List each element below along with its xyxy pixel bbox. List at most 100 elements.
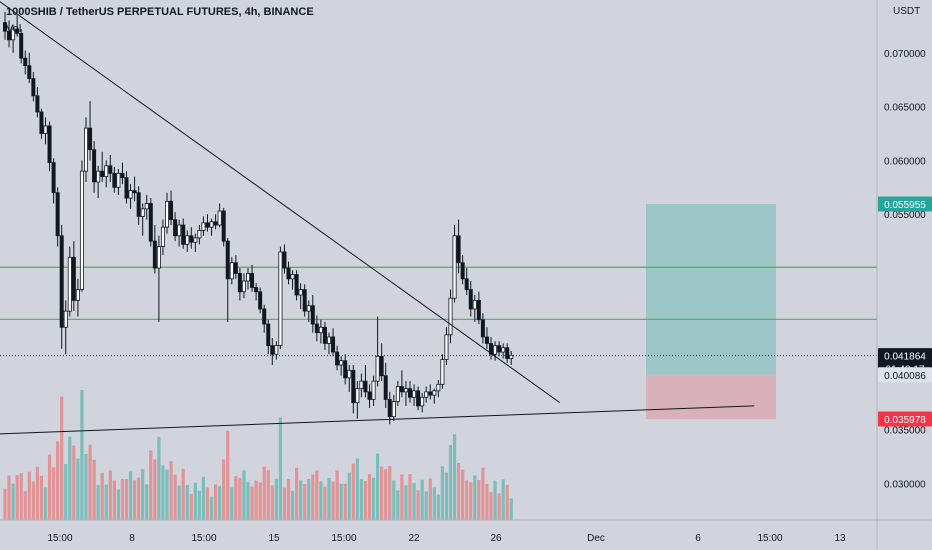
volume-bar (299, 480, 303, 520)
price-tag-0: 0.055955 (884, 200, 926, 211)
volume-bar (230, 487, 234, 520)
candle-body (403, 388, 408, 393)
volume-bar (84, 454, 88, 520)
x-tick-label: 6 (695, 533, 701, 544)
volume-bar (339, 483, 343, 520)
candle-body (286, 267, 291, 280)
volume-bar (92, 459, 96, 520)
volume-bar (485, 484, 489, 520)
volume-bar (205, 487, 210, 520)
volume-bar (396, 490, 400, 520)
candle-body (395, 386, 400, 402)
candle-body (480, 319, 485, 338)
candle-body (229, 262, 234, 280)
candle-body (181, 224, 186, 245)
volume-bar (270, 485, 274, 520)
volume-bar (278, 417, 282, 520)
y-tick-label: 0.065000 (884, 103, 926, 114)
candle-body (197, 229, 202, 239)
volume-bar (392, 480, 396, 520)
volume-bar (181, 468, 185, 520)
candle-body (347, 369, 352, 379)
candle-body (177, 224, 182, 237)
candle-body (250, 273, 255, 288)
candle-body (63, 310, 68, 328)
candle-body (92, 149, 97, 183)
candle-body (254, 287, 259, 293)
volume-bar (193, 482, 197, 520)
x-tick-label: 15:00 (757, 533, 782, 544)
candle-body (322, 326, 327, 344)
volume-bar (408, 474, 412, 520)
candle-body (152, 240, 157, 269)
trendline-0 (0, 1, 561, 404)
volume-bar (327, 478, 331, 520)
candle-body (359, 380, 364, 390)
volume-bar (76, 458, 80, 520)
volume-bar (380, 466, 384, 520)
volume-bar (137, 477, 141, 520)
volume-bar (400, 474, 404, 520)
price-tag-1: 0.041864 (884, 352, 926, 363)
candle-body (205, 222, 210, 228)
candle-body (371, 380, 376, 400)
volume-bar (68, 436, 72, 520)
candle-body (387, 399, 392, 418)
x-tick-label: 15:00 (191, 533, 216, 544)
candle-body (282, 251, 287, 269)
volume-bar (149, 450, 153, 520)
volume-bar (56, 441, 60, 520)
candle-body (351, 369, 356, 404)
volume-bar (497, 493, 501, 520)
candle-body (59, 235, 64, 328)
candle-body (15, 28, 20, 34)
volume-bar (376, 453, 380, 520)
profit-zone (646, 203, 776, 375)
candle-body (488, 343, 493, 355)
candle-body (318, 326, 323, 334)
volume-bar (27, 471, 31, 520)
loss-zone (646, 374, 776, 420)
volume-bar (19, 473, 23, 520)
candle-body (47, 125, 52, 163)
price-tag-bg-0 (878, 196, 932, 212)
volume-bar (436, 494, 440, 520)
volume-bar (424, 491, 428, 520)
candle-body (262, 308, 267, 325)
volume-bar (23, 491, 27, 520)
candle-body (302, 289, 307, 312)
candle-body (79, 170, 84, 291)
candle-body (164, 200, 169, 228)
candle-body (237, 273, 242, 293)
candle-body (440, 359, 445, 385)
volume-bar (88, 444, 92, 520)
candle-body (460, 262, 465, 280)
volume-bar (218, 486, 222, 520)
volume-bar (100, 472, 104, 520)
volume-bar (388, 466, 392, 520)
candle-body (11, 28, 16, 41)
x-tick-label: Dec (587, 533, 605, 544)
volume-bar (465, 480, 469, 520)
volume-bar (258, 482, 262, 520)
candle-body (104, 165, 109, 177)
candle-body (367, 391, 372, 400)
volume-bar (185, 485, 189, 520)
volume-bar (161, 465, 165, 520)
candle-body (505, 347, 510, 359)
candle-body (412, 390, 417, 398)
volume-bar (290, 490, 295, 520)
candle-body (43, 125, 48, 134)
volume-bar (509, 498, 513, 520)
candle-body (379, 355, 384, 377)
candle-body (258, 291, 263, 310)
candle-body (169, 200, 174, 221)
volume-bar (64, 464, 68, 520)
volume-bar (112, 480, 116, 520)
volume-bar (262, 466, 266, 520)
price-tag-2: 0.040086 (884, 371, 926, 382)
volume-label: Vol (6, 23, 22, 35)
volume-bar (501, 479, 505, 520)
